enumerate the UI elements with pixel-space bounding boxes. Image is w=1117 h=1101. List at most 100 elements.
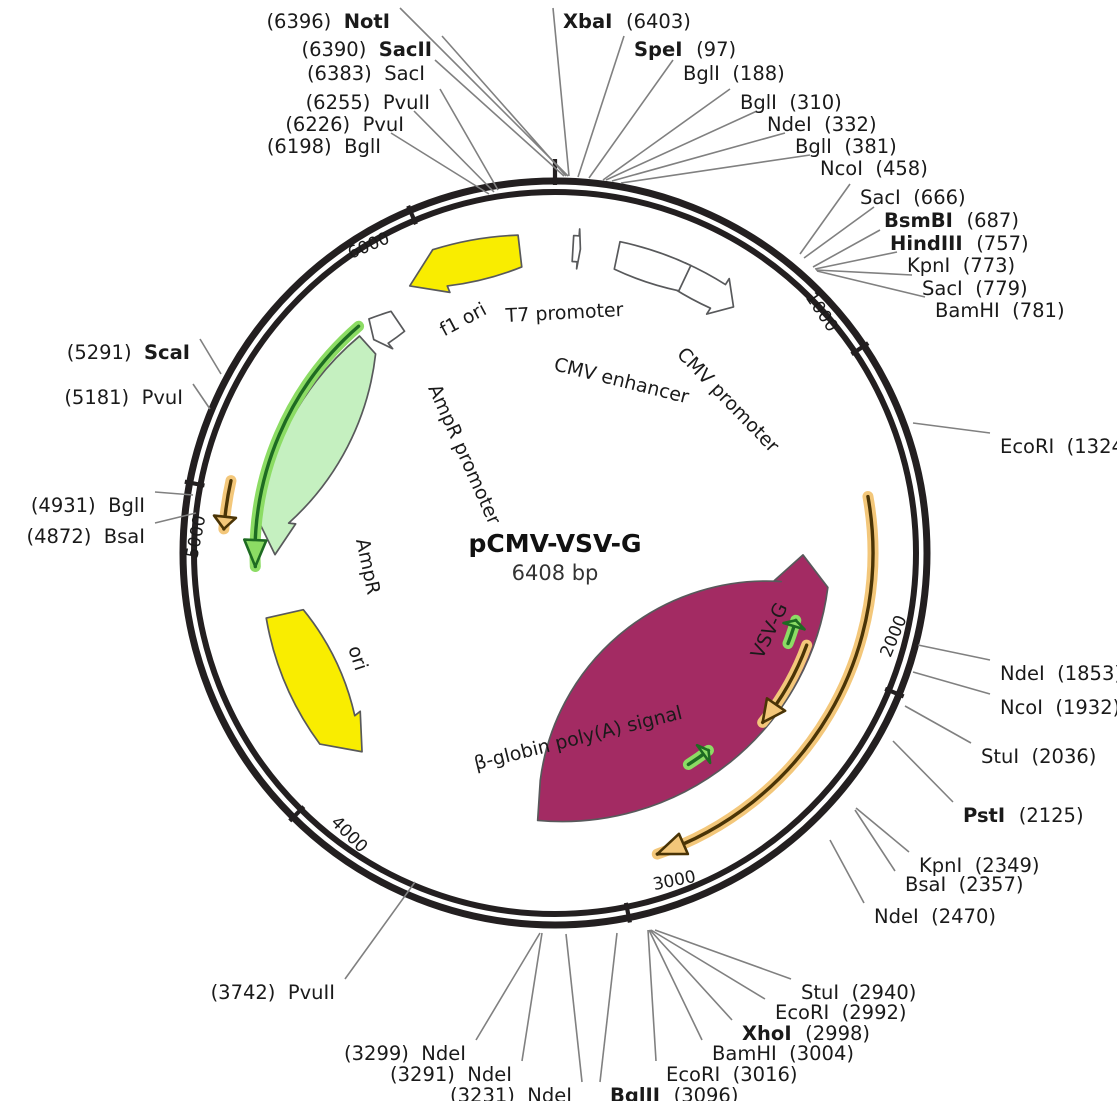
- site-label: (3291) NdeI: [390, 1063, 512, 1086]
- restriction-site-psti-2125: PstI (2125): [963, 804, 1084, 827]
- site-position: (6226): [285, 113, 362, 136]
- restriction-site-bamhi-781: BamHI (781): [935, 299, 1065, 322]
- restriction-site-saci-6383: (6383) SacI: [307, 62, 425, 85]
- feature-cmv-enhancer: [613, 240, 692, 292]
- site-enzyme: NdeI: [527, 1084, 572, 1101]
- site-enzyme: NcoI: [1000, 696, 1055, 719]
- site-leader-line: [654, 929, 792, 980]
- site-enzyme: StuI: [801, 981, 852, 1004]
- site-position: (4872): [27, 525, 104, 548]
- restriction-site-bsmbi-687: BsmBI (687): [884, 209, 1019, 232]
- restriction-site-ncoi-458: NcoI (458): [820, 157, 928, 180]
- tick-mark: [288, 805, 306, 823]
- ruler-tick: 1000: [801, 289, 870, 357]
- site-enzyme: KpnI: [907, 254, 963, 277]
- site-leader-line: [649, 929, 733, 1021]
- feature-cmv-promoter: [672, 261, 735, 315]
- site-position: (3016): [733, 1063, 798, 1086]
- site-label: BglI (188): [683, 62, 785, 85]
- site-position: (2349): [975, 854, 1040, 877]
- site-enzyme: BsaI: [104, 525, 145, 548]
- site-label: XhoI (2998): [742, 1022, 870, 1045]
- restriction-site-ndei-1853: NdeI (1853): [1000, 662, 1117, 685]
- site-position: (6403): [626, 10, 691, 33]
- primer-arrowhead: [695, 743, 712, 765]
- site-leader-line: [441, 35, 567, 177]
- restriction-site-bglii-3096: BglII (3096): [610, 1084, 738, 1101]
- site-leader-line: [803, 206, 875, 259]
- site-enzyme: BsaI: [905, 873, 959, 896]
- site-leader-line: [390, 132, 490, 195]
- site-position: (1853): [1057, 662, 1117, 685]
- restriction-site-kpni-773: KpnI (773): [907, 254, 1015, 277]
- site-label: BsaI (2357): [905, 873, 1023, 896]
- restriction-site-pvuii-3742: (3742) PvuII: [211, 981, 335, 1004]
- site-leader-line: [154, 512, 197, 524]
- site-label: (6390) SacII: [301, 38, 432, 61]
- site-position: (2940): [852, 981, 917, 1004]
- site-enzyme: NdeI: [467, 1063, 512, 1086]
- site-leader-line: [648, 929, 703, 1041]
- site-leader-line: [599, 932, 618, 1083]
- feature-band: [408, 234, 523, 294]
- site-leader-line: [647, 929, 657, 1062]
- site-position: (2036): [1032, 745, 1097, 768]
- site-enzyme: EcoRI: [775, 1001, 842, 1024]
- feature-label: CMV enhancer: [552, 354, 692, 409]
- site-label: NdeI (2470): [874, 905, 996, 928]
- restriction-site-stui-2036: StuI (2036): [981, 745, 1096, 768]
- site-position: (6383): [307, 62, 384, 85]
- site-position: (3742): [211, 981, 288, 1004]
- site-label: (4872) BsaI: [27, 525, 146, 548]
- site-label: BamHI (3004): [712, 1042, 854, 1065]
- site-position: (5181): [64, 386, 141, 409]
- site-enzyme: BamHI: [935, 299, 1012, 322]
- site-enzyme: NcoI: [820, 157, 875, 180]
- site-label: (4931) BglI: [31, 494, 145, 517]
- site-enzyme: PvuI: [363, 113, 404, 136]
- feature-band: [672, 261, 735, 315]
- site-leader-line: [812, 229, 881, 268]
- site-label: (6255) PvuII: [306, 91, 430, 114]
- restriction-site-ecori-3016: EcoRI (3016): [666, 1063, 798, 1086]
- primer-orange-arrow: [651, 491, 879, 860]
- primer-orange-arrow: [757, 639, 813, 728]
- feature-vsv-g: [536, 554, 829, 823]
- site-position: (3096): [674, 1084, 739, 1101]
- site-position: (5291): [67, 341, 144, 364]
- site-position: (2470): [931, 905, 996, 928]
- site-position: (781): [1012, 299, 1064, 322]
- site-label: BglII (3096): [610, 1084, 738, 1101]
- tick-label: 3000: [651, 867, 697, 895]
- site-enzyme: EcoRI: [666, 1063, 733, 1086]
- feature-ori: [265, 608, 363, 753]
- site-position: (2992): [842, 1001, 907, 1024]
- restriction-site-stui-2940: StuI (2940): [801, 981, 916, 1004]
- site-leader-line: [855, 807, 910, 853]
- site-position: (779): [975, 277, 1027, 300]
- feature-label: AmpR: [351, 536, 384, 596]
- restriction-site-ecori-1324: EcoRI (1324): [1000, 435, 1117, 458]
- site-enzyme: XbaI: [563, 10, 626, 33]
- feature-band: [613, 240, 692, 292]
- site-label: HindIII (757): [890, 232, 1029, 255]
- feature-band: [536, 554, 829, 823]
- site-leader-line: [439, 88, 499, 191]
- site-label: NcoI (1932): [1000, 696, 1117, 719]
- primer-arrowhead: [761, 697, 787, 724]
- feature-label: T7 promoter: [504, 299, 624, 327]
- restriction-site-pvui-5181: (5181) PvuI: [64, 386, 183, 409]
- site-leader-line: [917, 644, 991, 661]
- site-leader-line: [413, 110, 495, 193]
- feature-label: f1 ori: [436, 298, 490, 341]
- site-enzyme: EcoRI: [1000, 435, 1067, 458]
- site-position: (1324): [1067, 435, 1117, 458]
- site-leader-line: [434, 59, 565, 177]
- site-enzyme: NdeI: [421, 1042, 466, 1065]
- site-label: (6383) SacI: [307, 62, 425, 85]
- restriction-site-bamhi-3004: BamHI (3004): [712, 1042, 854, 1065]
- site-leader-line: [588, 59, 674, 179]
- feature-label: AmpR promoter: [423, 381, 505, 528]
- site-position: (2125): [1019, 804, 1084, 827]
- site-position: (6255): [306, 91, 383, 114]
